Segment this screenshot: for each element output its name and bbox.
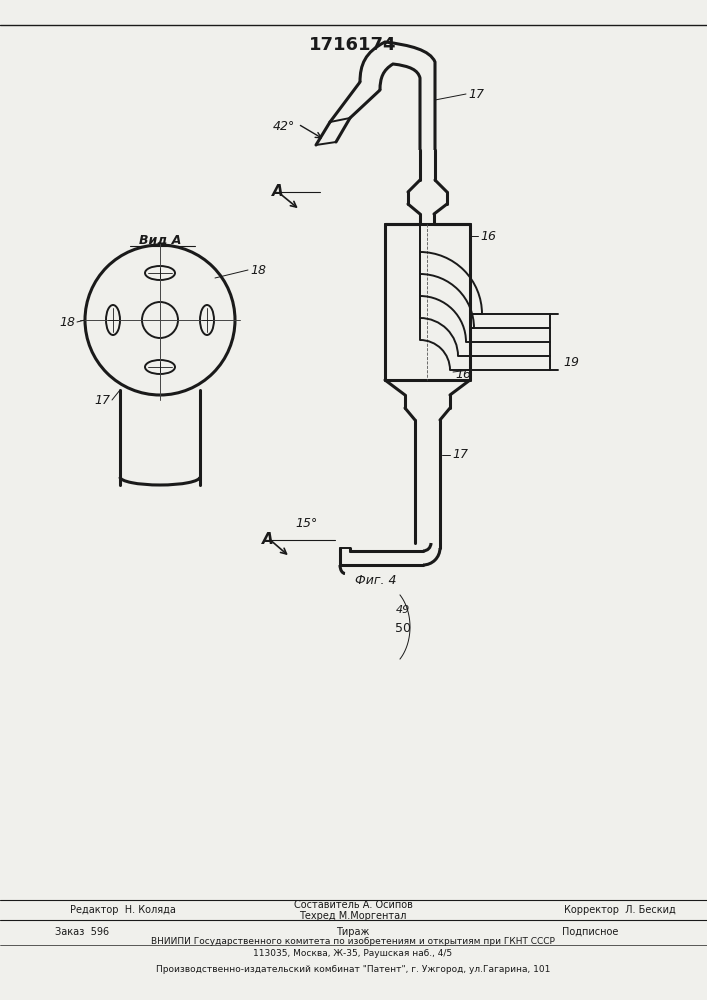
Text: 16: 16 <box>480 230 496 242</box>
Text: А: А <box>272 184 284 200</box>
Text: 113035, Москва, Ж-35, Раушская наб., 4/5: 113035, Москва, Ж-35, Раушская наб., 4/5 <box>253 950 452 958</box>
Text: 17: 17 <box>452 448 468 462</box>
Text: Тираж: Тираж <box>337 927 370 937</box>
Text: Фиг. 4: Фиг. 4 <box>355 574 397 586</box>
Text: 18: 18 <box>59 316 75 328</box>
Text: Подписное: Подписное <box>562 927 618 937</box>
Text: Редактор  Н. Коляда: Редактор Н. Коляда <box>70 905 176 915</box>
Text: Составитель А. Осипов: Составитель А. Осипов <box>293 900 412 910</box>
Text: Производственно-издательский комбинат "Патент", г. Ужгород, ул.Гагарина, 101: Производственно-издательский комбинат "П… <box>156 966 550 974</box>
Text: 17: 17 <box>468 88 484 101</box>
Text: 17: 17 <box>94 393 110 406</box>
Text: Вид А: Вид А <box>139 233 181 246</box>
Text: Техред М.Моргентал: Техред М.Моргентал <box>299 911 407 921</box>
Text: 1716174: 1716174 <box>309 36 397 54</box>
Text: 19: 19 <box>563 356 579 368</box>
Text: 16: 16 <box>455 367 471 380</box>
Text: 50: 50 <box>395 621 411 635</box>
Text: Корректор  Л. Бескид: Корректор Л. Бескид <box>564 905 676 915</box>
Text: 18: 18 <box>250 263 266 276</box>
Text: 49: 49 <box>396 605 410 615</box>
Text: Заказ  596: Заказ 596 <box>55 927 109 937</box>
Text: ВНИИПИ Государственного комитета по изобретениям и открытиям при ГКНТ СССР: ВНИИПИ Государственного комитета по изоб… <box>151 938 555 946</box>
Text: А: А <box>262 532 274 548</box>
Text: 42°: 42° <box>273 119 295 132</box>
Text: 15°: 15° <box>295 517 317 530</box>
